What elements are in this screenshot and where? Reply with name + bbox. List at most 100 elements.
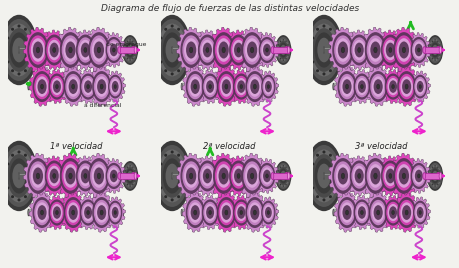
Ellipse shape (354, 43, 363, 57)
Ellipse shape (79, 199, 96, 226)
Ellipse shape (354, 76, 368, 97)
Ellipse shape (51, 78, 62, 95)
Polygon shape (229, 196, 252, 230)
Ellipse shape (214, 161, 232, 191)
Ellipse shape (436, 47, 437, 53)
Ellipse shape (206, 47, 208, 53)
Polygon shape (225, 30, 251, 70)
Ellipse shape (250, 173, 253, 179)
Ellipse shape (263, 170, 270, 182)
Ellipse shape (88, 32, 109, 68)
Ellipse shape (157, 24, 186, 76)
Ellipse shape (250, 47, 253, 53)
Polygon shape (388, 27, 418, 73)
Ellipse shape (309, 24, 337, 76)
Ellipse shape (110, 79, 120, 94)
Circle shape (181, 36, 185, 40)
Circle shape (311, 162, 313, 166)
Ellipse shape (409, 163, 426, 189)
Circle shape (287, 170, 288, 172)
Ellipse shape (438, 173, 441, 179)
Polygon shape (182, 67, 208, 106)
Ellipse shape (92, 197, 111, 228)
Ellipse shape (245, 71, 264, 102)
Ellipse shape (81, 76, 95, 97)
Ellipse shape (46, 163, 62, 189)
Ellipse shape (414, 203, 425, 222)
Circle shape (431, 40, 432, 42)
Circle shape (183, 174, 186, 177)
Ellipse shape (340, 202, 353, 223)
Ellipse shape (185, 71, 204, 102)
Ellipse shape (224, 210, 227, 215)
Ellipse shape (386, 202, 399, 223)
Ellipse shape (360, 210, 363, 215)
Polygon shape (176, 27, 205, 73)
Ellipse shape (275, 37, 290, 63)
Polygon shape (345, 30, 372, 70)
Polygon shape (406, 33, 430, 67)
Ellipse shape (427, 37, 441, 63)
Ellipse shape (63, 164, 78, 188)
Ellipse shape (413, 167, 423, 185)
Ellipse shape (97, 205, 106, 220)
Polygon shape (72, 156, 98, 196)
Circle shape (157, 49, 161, 51)
Polygon shape (237, 153, 266, 199)
Ellipse shape (182, 35, 200, 65)
Polygon shape (349, 70, 373, 104)
Circle shape (439, 49, 440, 51)
Ellipse shape (382, 163, 397, 189)
Polygon shape (23, 153, 52, 199)
Ellipse shape (110, 205, 120, 220)
Ellipse shape (401, 205, 410, 220)
Circle shape (164, 195, 167, 198)
Circle shape (311, 36, 313, 40)
Polygon shape (241, 193, 267, 232)
Ellipse shape (49, 199, 65, 226)
Text: Diagrama de flujo de fuerzas de las distintas velocidades: Diagrama de flujo de fuerzas de las dist… (101, 4, 358, 13)
Ellipse shape (250, 205, 259, 220)
Ellipse shape (112, 207, 118, 218)
Polygon shape (29, 193, 55, 232)
Ellipse shape (18, 173, 20, 179)
Ellipse shape (78, 163, 93, 189)
Ellipse shape (222, 173, 225, 179)
Bar (28, 83, 123, 90)
Ellipse shape (69, 173, 72, 179)
Ellipse shape (197, 35, 217, 65)
Circle shape (431, 166, 432, 168)
Ellipse shape (234, 76, 247, 97)
Circle shape (11, 69, 14, 72)
Polygon shape (257, 197, 278, 228)
Ellipse shape (28, 83, 29, 90)
Ellipse shape (68, 79, 78, 94)
Ellipse shape (414, 79, 424, 94)
Ellipse shape (431, 45, 437, 55)
Circle shape (287, 175, 289, 177)
Ellipse shape (189, 47, 192, 53)
Polygon shape (237, 27, 266, 73)
Ellipse shape (307, 145, 340, 207)
Ellipse shape (69, 47, 72, 53)
Circle shape (170, 198, 174, 202)
Circle shape (322, 72, 325, 76)
Circle shape (159, 61, 162, 64)
Ellipse shape (65, 74, 81, 99)
Ellipse shape (45, 35, 64, 65)
Bar (323, 47, 437, 53)
Ellipse shape (125, 41, 135, 59)
Ellipse shape (94, 168, 104, 184)
Ellipse shape (253, 84, 256, 89)
Ellipse shape (285, 47, 286, 53)
Circle shape (328, 195, 331, 198)
Circle shape (17, 151, 21, 154)
Ellipse shape (245, 164, 258, 188)
Ellipse shape (84, 206, 92, 219)
Ellipse shape (392, 158, 414, 194)
Circle shape (277, 44, 279, 46)
Ellipse shape (184, 164, 198, 188)
Ellipse shape (221, 79, 230, 94)
Circle shape (30, 174, 34, 177)
Ellipse shape (33, 197, 51, 228)
